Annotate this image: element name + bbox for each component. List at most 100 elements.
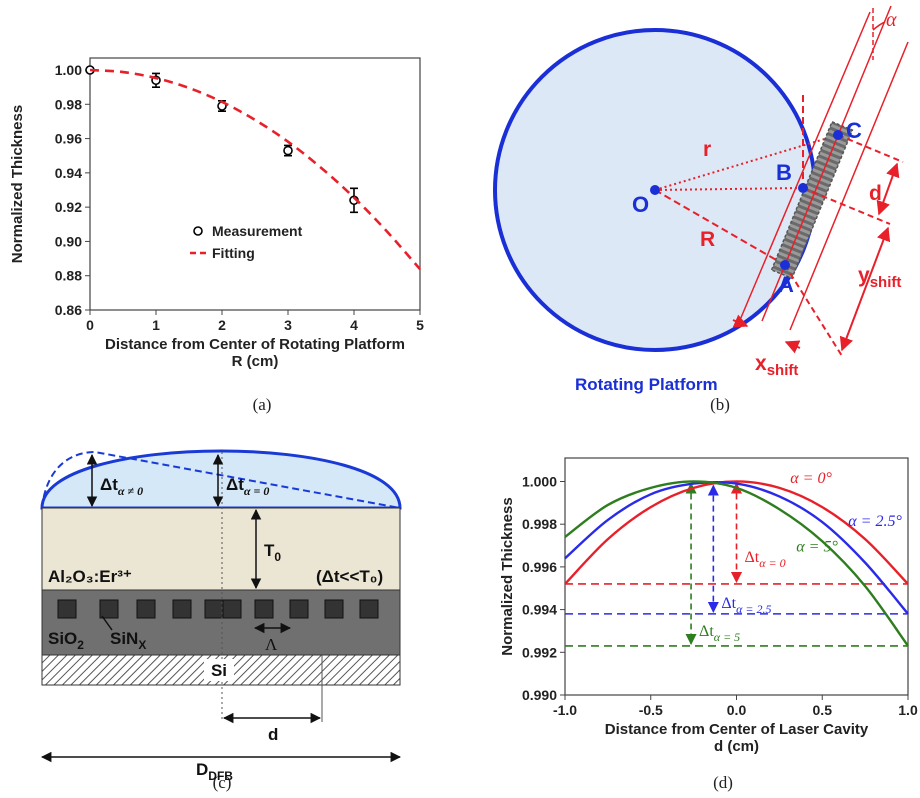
substrate-label: Si [211,661,227,680]
point-label: A [778,272,794,297]
delta-label: Δtα = 5 [699,623,740,644]
delta-main: Δt [745,549,760,566]
plot-frame [89,57,421,311]
x-tick-label: 5 [416,317,424,333]
y-tick-label: 0.998 [522,516,557,532]
length-label: r [703,138,711,161]
delta-sub: α = 5 [714,630,740,644]
label-bg [204,659,234,681]
delta-main: Δt [699,623,714,640]
grating-sub: X [138,638,146,652]
series-label: α = 0° [790,470,832,487]
x-tick-label: 3 [284,317,292,333]
x-tick-label: -1.0 [553,702,577,718]
offset-line [789,41,909,331]
x-axis-label: Distance from Center of Laser Cavity [605,721,869,738]
x-tick-label: 0 [86,317,94,333]
radius-r [654,134,839,191]
shift-label: xshift [755,352,798,379]
radius-R [654,189,786,266]
dt-main: Δt [100,475,118,494]
y-tick-label: 0.992 [522,644,557,660]
series-line [564,480,909,615]
y-tick-label: 0.88 [55,268,82,284]
caption: (c) [213,773,232,792]
cladding-label: SiO2 [48,629,84,652]
y-tick-label: 0.96 [55,131,82,147]
y-tick-label: 0.86 [55,302,82,318]
delta-label: Δtα = 2.5 [721,595,771,616]
dt-main: Δt [226,475,244,494]
point-label: C [846,118,862,143]
width-sub: DFB [208,769,233,783]
film-label: Al₂O₃:Er³⁺ [48,567,132,586]
series-line [564,480,909,585]
point [833,130,843,140]
legend-marker [193,226,203,236]
leader [101,615,113,631]
y-tick-label: 0.94 [55,165,82,181]
point-label: B [776,160,792,185]
platform-label: Rotating Platform [575,375,718,394]
t0-sub: 0 [274,550,281,564]
caption: (a) [253,395,272,414]
point [780,260,790,270]
y-tick-label: 0.994 [522,602,557,618]
y-axis-label: Normalized Thickness [499,497,516,655]
cladding-main: SiO [48,629,77,648]
y-tick-label: 1.000 [522,473,557,489]
width-label: DDFB [196,760,233,783]
shift-main: x [755,352,767,375]
y-tick-label: 0.990 [522,687,557,703]
shift-sub: shift [870,274,902,291]
yshift-arrow [839,226,891,352]
panel-c: Δtα ≠ 0 Δtα = 0 T0 Al₂O₃:Er³⁺ (Δt<<T₀) S… [40,449,402,783]
film-layer [41,507,401,591]
series-label: α = 5° [796,538,838,555]
grating-main: SiN [110,629,138,648]
point [798,183,808,193]
d-label: d [268,725,278,744]
condition-label: (Δt<<T₀) [316,567,383,586]
x-tick-label: 2 [218,317,226,333]
width-main: D [196,760,208,779]
panel-b: O r B C R d A α yshift xshift Rotating P… [493,5,909,394]
dim-line [802,187,891,225]
d-arrow [876,162,900,216]
data-point [283,145,293,156]
x-tick-label: 1 [152,317,160,333]
series-label: α = 2.5° [848,513,902,530]
y-tick-label: 0.92 [55,199,82,215]
dt-label: Δtα ≠ 0 [100,475,143,498]
delta-sub: α = 2.5 [736,602,771,616]
delta-sub: α = 0 [759,556,785,570]
y-tick-label: 0.98 [55,96,82,112]
shift-main: y [858,264,870,287]
t0-main: T [264,541,275,560]
tangent-line [739,11,871,321]
point [650,185,660,195]
x-tick-label: 1.0 [898,702,918,718]
legend-label: Measurement [212,223,303,239]
delta-label: Δtα = 0 [745,549,786,570]
alpha-arc [872,21,886,31]
y-tick-label: 0.996 [522,559,557,575]
t0-label: T0 [264,541,281,564]
xshift-arrow [784,340,801,354]
period-label: Λ [265,635,278,654]
length-label: d [869,182,882,205]
grating-label: SiNX [110,629,146,652]
grating-teeth [57,599,379,619]
x-tick-label: -0.5 [639,702,663,718]
shift-label: yshift [858,264,901,291]
x-axis-label: R (cm) [232,353,279,370]
y-axis-label: Normalized Thickness [9,105,26,263]
chart: 0.990 0.992 0.994 0.996 0.998 1.000 -1.0 -0.5 0.… [499,457,918,755]
shift-sub: shift [767,362,799,379]
dt-sub: α ≠ 0 [118,484,143,498]
dim-line [784,264,843,357]
y-tick-label: 0.90 [55,233,82,249]
legend-label: Fitting [212,245,255,261]
x-axis-label: Distance from Center of Rotating Platfor… [105,336,405,353]
